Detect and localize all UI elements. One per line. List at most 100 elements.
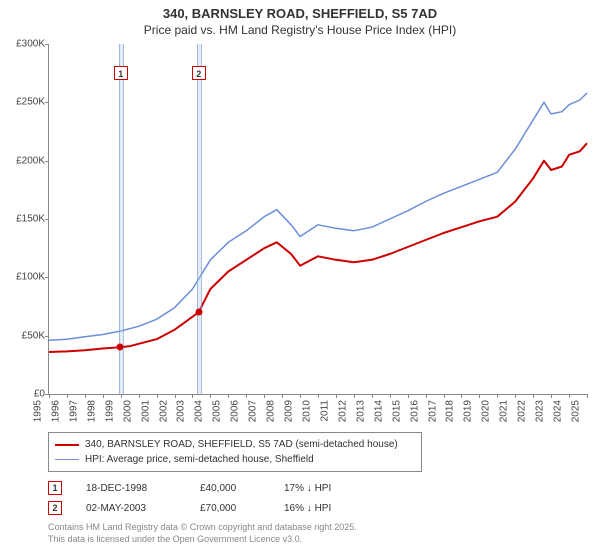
y-tick-mark <box>45 102 49 103</box>
y-tick-label: £150K <box>16 214 45 225</box>
x-tick-label: 2014 <box>373 400 384 422</box>
x-tick-label: 2005 <box>212 400 223 422</box>
sales-table: 1 18-DEC-1998 £40,000 17% ↓ HPI 2 02-MAY… <box>48 478 331 518</box>
sale-delta: 17% ↓ HPI <box>284 483 331 494</box>
x-tick-mark <box>49 394 50 398</box>
sale-price: £40,000 <box>200 483 260 494</box>
x-tick-mark <box>533 394 534 398</box>
sale-date: 18-DEC-1998 <box>86 483 176 494</box>
chart-subtitle: Price paid vs. HM Land Registry's House … <box>0 23 600 41</box>
x-tick-mark <box>318 394 319 398</box>
x-tick-label: 1996 <box>50 400 61 422</box>
x-tick-label: 2008 <box>266 400 277 422</box>
y-tick-label: £50K <box>22 330 45 341</box>
legend-swatch <box>55 444 79 446</box>
x-tick-mark <box>67 394 68 398</box>
x-tick-label: 2017 <box>427 400 438 422</box>
chart-lines-svg <box>49 44 587 394</box>
legend-row: HPI: Average price, semi-detached house,… <box>55 452 415 467</box>
x-tick-mark <box>426 394 427 398</box>
legend: 340, BARNSLEY ROAD, SHEFFIELD, S5 7AD (s… <box>48 432 422 472</box>
x-tick-label: 2023 <box>535 400 546 422</box>
x-tick-label: 2018 <box>445 400 456 422</box>
x-tick-label: 2025 <box>570 400 581 422</box>
x-tick-mark <box>461 394 462 398</box>
x-tick-label: 2004 <box>194 400 205 422</box>
attribution: Contains HM Land Registry data © Crown c… <box>48 522 357 545</box>
x-tick-mark <box>372 394 373 398</box>
attribution-line: This data is licensed under the Open Gov… <box>48 534 357 546</box>
x-tick-mark <box>569 394 570 398</box>
y-tick-label: £200K <box>16 155 45 166</box>
sale-marker-icon: 1 <box>114 66 128 80</box>
x-tick-mark <box>192 394 193 398</box>
x-tick-label: 2022 <box>517 400 528 422</box>
attribution-line: Contains HM Land Registry data © Crown c… <box>48 522 357 534</box>
chart-plot-area: £0£50K£100K£150K£200K£250K£300K199519961… <box>48 44 587 395</box>
x-tick-mark <box>246 394 247 398</box>
x-tick-label: 2009 <box>283 400 294 422</box>
x-tick-label: 2016 <box>409 400 420 422</box>
sale-band-border <box>123 44 124 394</box>
sale-band-border <box>201 44 202 394</box>
x-tick-mark <box>264 394 265 398</box>
x-tick-mark <box>390 394 391 398</box>
x-tick-label: 2020 <box>481 400 492 422</box>
x-tick-label: 2001 <box>140 400 151 422</box>
chart-title: 340, BARNSLEY ROAD, SHEFFIELD, S5 7AD <box>0 0 600 23</box>
sales-row: 2 02-MAY-2003 £70,000 16% ↓ HPI <box>48 498 331 518</box>
x-tick-mark <box>587 394 588 398</box>
x-tick-mark <box>408 394 409 398</box>
sale-delta: 16% ↓ HPI <box>284 503 331 514</box>
x-tick-label: 1999 <box>104 400 115 422</box>
y-tick-label: £250K <box>16 97 45 108</box>
sale-band-border <box>197 44 198 394</box>
sales-row: 1 18-DEC-1998 £40,000 17% ↓ HPI <box>48 478 331 498</box>
sale-marker-icon: 2 <box>192 66 206 80</box>
x-tick-label: 2006 <box>230 400 241 422</box>
x-tick-mark <box>121 394 122 398</box>
x-tick-label: 1995 <box>32 400 43 422</box>
x-tick-mark <box>300 394 301 398</box>
y-tick-mark <box>45 336 49 337</box>
x-tick-label: 1998 <box>86 400 97 422</box>
x-tick-label: 2000 <box>122 400 133 422</box>
sale-marker-icon: 1 <box>48 481 62 495</box>
x-tick-mark <box>497 394 498 398</box>
x-tick-label: 2024 <box>552 400 563 422</box>
x-tick-mark <box>515 394 516 398</box>
x-tick-mark <box>210 394 211 398</box>
x-tick-mark <box>228 394 229 398</box>
sale-point-icon <box>117 344 124 351</box>
sale-band-border <box>119 44 120 394</box>
x-tick-mark <box>336 394 337 398</box>
series-line <box>49 143 587 352</box>
legend-label: HPI: Average price, semi-detached house,… <box>85 452 314 467</box>
x-tick-mark <box>103 394 104 398</box>
x-tick-label: 2021 <box>499 400 510 422</box>
x-tick-mark <box>175 394 176 398</box>
x-tick-mark <box>479 394 480 398</box>
x-tick-label: 2019 <box>463 400 474 422</box>
x-tick-mark <box>139 394 140 398</box>
y-tick-mark <box>45 277 49 278</box>
x-tick-label: 2010 <box>301 400 312 422</box>
x-tick-label: 2002 <box>158 400 169 422</box>
x-tick-label: 2015 <box>391 400 402 422</box>
x-tick-mark <box>85 394 86 398</box>
legend-row: 340, BARNSLEY ROAD, SHEFFIELD, S5 7AD (s… <box>55 437 415 452</box>
x-tick-mark <box>157 394 158 398</box>
y-tick-mark <box>45 219 49 220</box>
y-tick-label: £100K <box>16 272 45 283</box>
legend-label: 340, BARNSLEY ROAD, SHEFFIELD, S5 7AD (s… <box>85 437 398 452</box>
y-tick-label: £0 <box>34 389 45 400</box>
x-tick-label: 2013 <box>355 400 366 422</box>
sale-point-icon <box>195 309 202 316</box>
x-tick-mark <box>354 394 355 398</box>
y-tick-mark <box>45 161 49 162</box>
x-tick-label: 2012 <box>337 400 348 422</box>
x-tick-mark <box>282 394 283 398</box>
sale-marker-icon: 2 <box>48 501 62 515</box>
x-tick-label: 2011 <box>320 400 331 422</box>
legend-swatch <box>55 459 79 461</box>
